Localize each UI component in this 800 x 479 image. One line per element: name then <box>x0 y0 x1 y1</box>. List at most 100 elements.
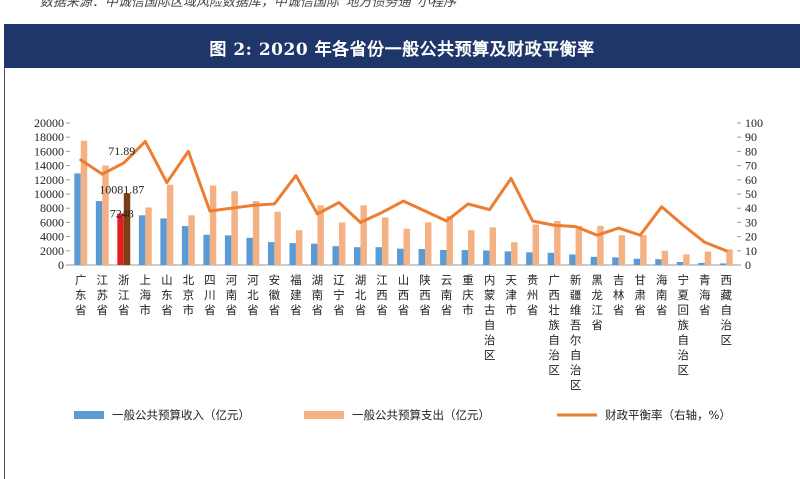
expenditure-bar <box>274 211 281 265</box>
expenditure-bar <box>252 201 260 265</box>
ratio-point <box>251 204 255 207</box>
ratio-point <box>466 202 470 206</box>
expenditure-bar <box>661 250 669 265</box>
category-label: 湖南省 <box>312 273 324 317</box>
y-right-tick-label: 100 <box>745 116 763 130</box>
revenue-bar <box>138 215 146 265</box>
revenue-bar <box>117 213 124 265</box>
expenditure-bar <box>188 215 195 265</box>
category-label: 江苏省 <box>97 273 109 317</box>
y-left-tick-label: 6000 <box>40 215 64 229</box>
expenditure-bar <box>575 225 583 265</box>
expenditure-bar <box>683 254 690 265</box>
expenditure-bar <box>489 227 497 265</box>
ratio-point <box>337 201 341 204</box>
category-label: 贵州省 <box>527 273 539 317</box>
ratio-point <box>101 172 104 176</box>
category-label: 辽宁省 <box>333 273 345 317</box>
y-right-tick-label: 50 <box>745 187 757 201</box>
revenue-bar <box>418 249 426 265</box>
expenditure-bar <box>145 207 152 265</box>
revenue-bar <box>569 254 576 265</box>
expenditure-bar <box>726 249 733 265</box>
expenditure-bar <box>360 205 367 265</box>
revenue-bar <box>224 235 232 265</box>
revenue-bar <box>676 262 684 265</box>
category-label: 山东省 <box>161 273 173 317</box>
revenue-bar <box>310 243 318 265</box>
expenditure-bar <box>446 216 453 265</box>
y-right-tick-label: 80 <box>745 144 757 158</box>
expenditure-bar <box>295 230 303 265</box>
ratio-point <box>79 158 82 162</box>
category-label: 广西壮族自治区 <box>548 273 560 377</box>
expenditure-bar <box>554 220 561 265</box>
legend-revenue-swatch <box>74 411 104 419</box>
ratio-point <box>552 224 556 227</box>
ratio-point <box>725 249 728 252</box>
ratio-point <box>402 199 405 203</box>
expenditure-bar <box>231 191 238 265</box>
ratio-point <box>638 233 642 237</box>
expenditure-bar <box>597 225 604 265</box>
category-label: 江西省 <box>376 273 388 317</box>
legend: 一般公共预算收入（亿元） 一般公共预算支出（亿元） 财政平衡率（右轴，%） <box>74 408 731 422</box>
ratio-point <box>617 226 620 230</box>
category-label: 黑龙江省 <box>591 273 603 332</box>
revenue-bar <box>267 242 275 265</box>
category-label: 北京市 <box>183 273 195 317</box>
revenue-bar <box>461 250 469 265</box>
ratio-point <box>294 174 298 177</box>
ratio-point <box>660 205 663 208</box>
ratio-point <box>273 202 276 206</box>
ratio-point <box>574 225 577 228</box>
expenditure-bar <box>166 184 174 265</box>
axes: 0200040006000800010000120001400016000180… <box>34 116 763 272</box>
category-label: 河北省 <box>247 273 259 317</box>
expenditure-bar <box>403 228 410 265</box>
data-label: 71.89 <box>108 144 135 158</box>
y-right-tick-label: 20 <box>745 230 757 244</box>
legend-ratio-label: 财政平衡率（右轴，%） <box>605 408 731 422</box>
legend-expenditure-swatch <box>304 411 344 419</box>
y-right-tick-label: 70 <box>745 159 757 173</box>
ratio-line <box>79 139 728 253</box>
ratio-point <box>682 224 685 227</box>
category-label: 重庆市 <box>462 273 474 317</box>
category-label: 浙江省 <box>118 273 130 317</box>
revenue-bar <box>698 262 705 265</box>
expenditure-bar <box>640 235 647 265</box>
title-banner: 图 2: 2020 年各省份一般公共预算及财政平衡率 <box>4 24 800 68</box>
data-label: 7248 <box>110 207 134 221</box>
ratio-point <box>509 177 513 180</box>
chart-title: 图 2: 2020 年各省份一般公共预算及财政平衡率 <box>209 40 595 60</box>
revenue-bar <box>332 246 339 265</box>
category-label: 新疆维吾尔自治区 <box>570 273 582 392</box>
y-right-tick-label: 0 <box>745 258 751 272</box>
revenue-bar <box>440 249 447 265</box>
bars <box>74 140 733 265</box>
ratio-point <box>165 181 169 184</box>
y-left-tick-label: 4000 <box>40 230 64 244</box>
y-right-tick-label: 90 <box>745 130 757 144</box>
category-label: 山西省 <box>398 273 410 317</box>
ratio-point <box>230 207 233 210</box>
expenditure-bar <box>123 193 131 265</box>
category-label: 青海省 <box>699 273 711 317</box>
category-label: 陕西省 <box>419 273 431 317</box>
y-right-tick-label: 60 <box>745 173 757 187</box>
legend-revenue-label: 一般公共预算收入（亿元） <box>112 408 250 422</box>
expenditure-bar <box>209 185 217 265</box>
category-label: 吉林省 <box>613 273 625 317</box>
revenue-bar <box>612 257 619 265</box>
ratio-point <box>595 233 599 237</box>
revenue-bar <box>397 248 404 265</box>
category-label: 甘肃省 <box>634 273 646 317</box>
revenue-bar <box>246 237 253 265</box>
revenue-bar <box>633 258 641 265</box>
ratio-point <box>316 212 319 216</box>
ratio-point <box>380 211 384 214</box>
revenue-bar <box>74 173 81 265</box>
ratio-point <box>208 209 212 213</box>
